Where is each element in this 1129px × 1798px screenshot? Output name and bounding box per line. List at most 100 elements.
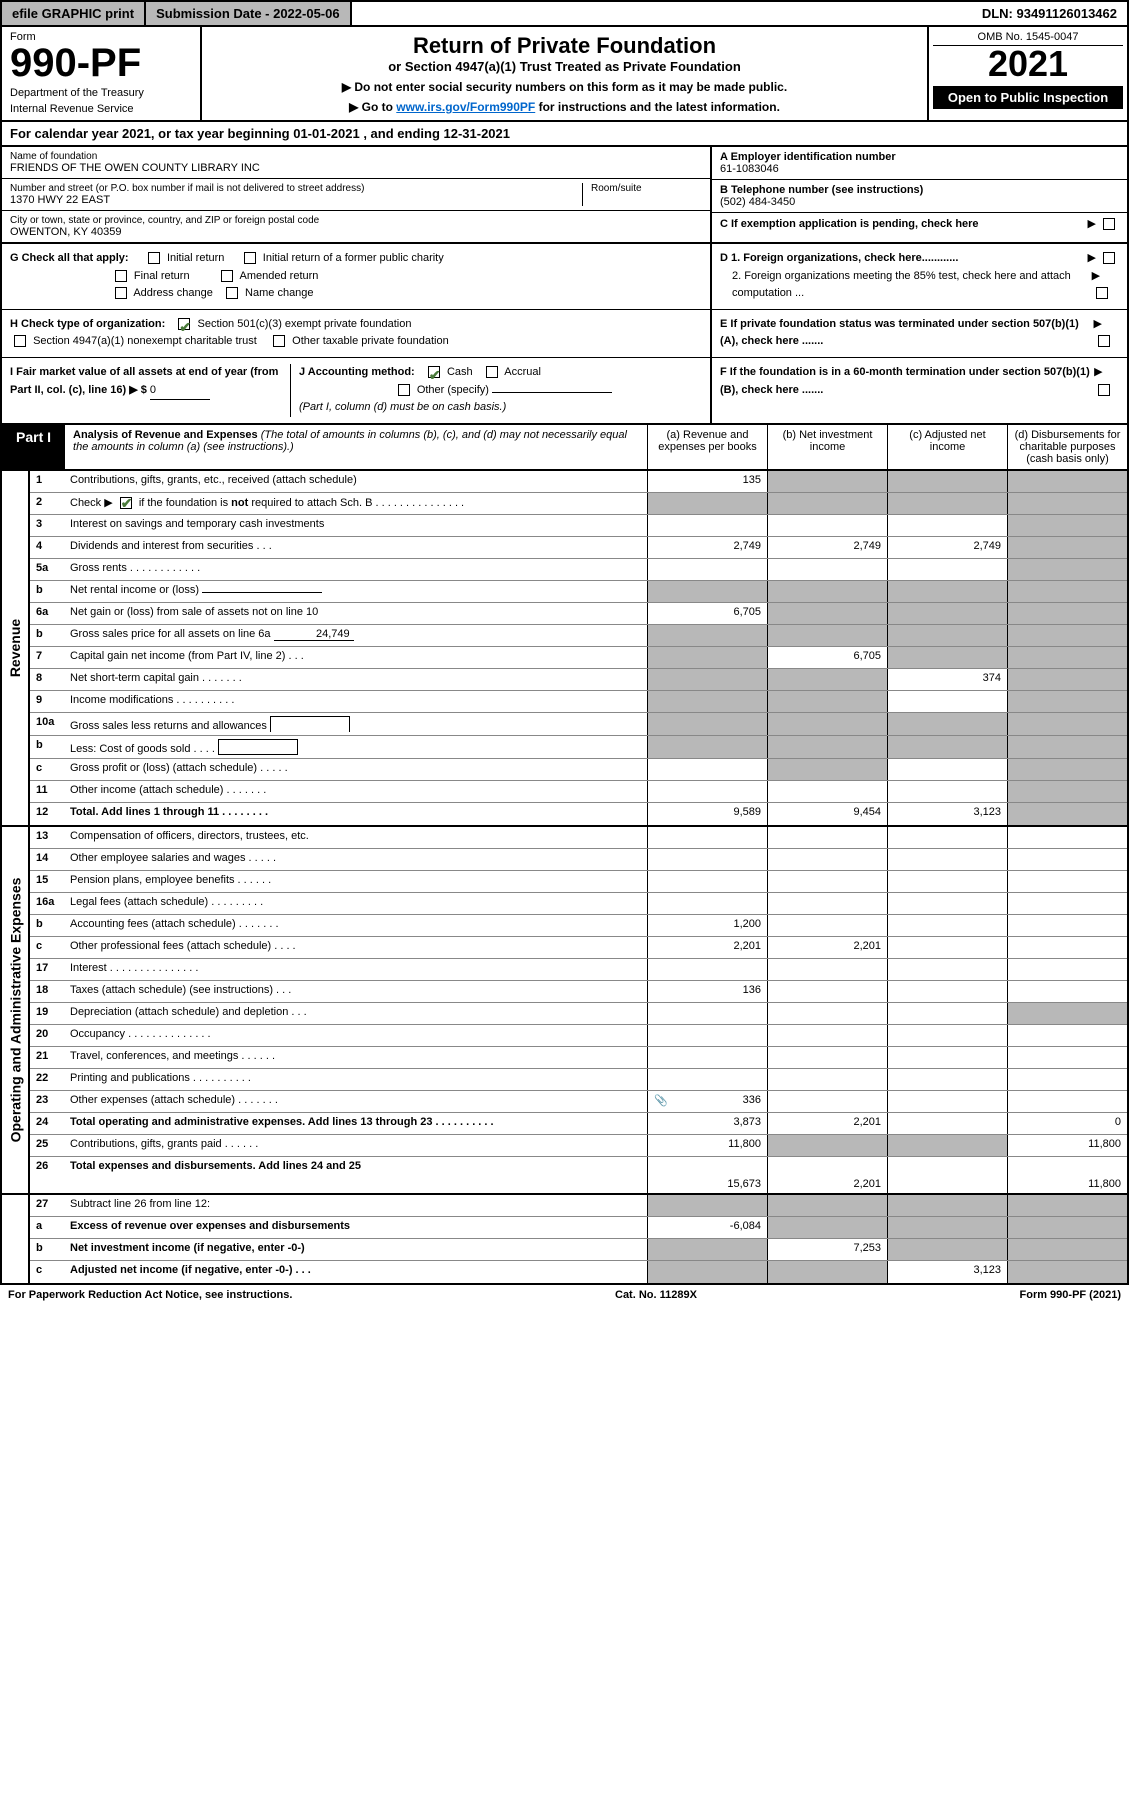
r23-a-val: 336 xyxy=(743,1094,761,1106)
irs-link[interactable]: www.irs.gov/Form990PF xyxy=(396,100,535,114)
revenue-vlabel: Revenue xyxy=(2,471,30,825)
j1-checkbox[interactable] xyxy=(428,366,440,378)
row-num: a xyxy=(30,1217,66,1238)
i-val: 0 xyxy=(150,382,210,401)
g6-checkbox[interactable] xyxy=(226,287,238,299)
row-desc: Other employee salaries and wages . . . … xyxy=(66,849,647,870)
row-num: 4 xyxy=(30,537,66,558)
efile-print[interactable]: efile GRAPHIC print xyxy=(2,2,146,25)
row-desc: Depreciation (attach schedule) and deple… xyxy=(66,1003,647,1024)
cell-d xyxy=(1007,1261,1127,1283)
cell-d xyxy=(1007,1003,1127,1024)
g1-checkbox[interactable] xyxy=(148,252,160,264)
cell-b xyxy=(767,893,887,914)
j1-label: Cash xyxy=(447,366,473,378)
cell-d: 11,800 xyxy=(1007,1135,1127,1156)
r6b-inline-val: 24,749 xyxy=(274,628,354,641)
row-23: 23 Other expenses (attach schedule) . . … xyxy=(30,1091,1127,1113)
note2-pre: ▶ Go to xyxy=(349,100,396,114)
row-desc: Gross rents . . . . . . . . . . . . xyxy=(66,559,647,580)
row-desc: Compensation of officers, directors, tru… xyxy=(66,827,647,848)
ij-row: I Fair market value of all assets at end… xyxy=(2,358,710,423)
g4-checkbox[interactable] xyxy=(221,270,233,282)
h-label: H Check type of organization: xyxy=(10,318,165,330)
g2-checkbox[interactable] xyxy=(244,252,256,264)
row-num: b xyxy=(30,581,66,602)
cell-a xyxy=(647,827,767,848)
paperclip-icon[interactable]: 📎 xyxy=(654,1094,668,1107)
h1-checkbox[interactable] xyxy=(178,318,190,330)
row-desc: Taxes (attach schedule) (see instruction… xyxy=(66,981,647,1002)
j2-label: Accrual xyxy=(504,366,541,378)
d1-label: D 1. Foreign organizations, check here..… xyxy=(720,252,958,264)
arrow-icon: ▶ xyxy=(1087,218,1095,230)
c-checkbox[interactable] xyxy=(1103,218,1115,230)
row-12: 12 Total. Add lines 1 through 11 . . . .… xyxy=(30,803,1127,825)
form-number: 990-PF xyxy=(10,43,192,83)
cell-b xyxy=(767,1195,887,1216)
cell-d xyxy=(1007,713,1127,735)
cell-c xyxy=(887,515,1007,536)
f-row: F If the foundation is in a 60-month ter… xyxy=(712,358,1127,405)
cell-a: 9,589 xyxy=(647,803,767,825)
schb-checkbox[interactable] xyxy=(120,497,132,509)
row-5b: b Net rental income or (loss) xyxy=(30,581,1127,603)
row-desc: Less: Cost of goods sold . . . . xyxy=(66,736,647,758)
cell-b xyxy=(767,1091,887,1112)
row-desc: Other income (attach schedule) . . . . .… xyxy=(66,781,647,802)
c-row: C If exemption application is pending, c… xyxy=(712,213,1127,234)
cell-b xyxy=(767,559,887,580)
cell-a xyxy=(647,581,767,602)
j2-checkbox[interactable] xyxy=(486,366,498,378)
row-18: 18 Taxes (attach schedule) (see instruct… xyxy=(30,981,1127,1003)
addr-row: Number and street (or P.O. box number if… xyxy=(2,179,710,211)
cell-d xyxy=(1007,871,1127,892)
irs-label: Internal Revenue Service xyxy=(10,103,192,115)
spacer xyxy=(352,2,972,25)
f-checkbox[interactable] xyxy=(1098,384,1110,396)
summary-vlabel xyxy=(2,1195,30,1283)
summary-table: 27 Subtract line 26 from line 12: a Exce… xyxy=(0,1195,1129,1285)
d2-checkbox[interactable] xyxy=(1096,287,1108,299)
row-desc: Printing and publications . . . . . . . … xyxy=(66,1069,647,1090)
row-15: 15 Pension plans, employee benefits . . … xyxy=(30,871,1127,893)
row-num: b xyxy=(30,736,66,758)
row-10b: b Less: Cost of goods sold . . . . xyxy=(30,736,1127,759)
row-14: 14 Other employee salaries and wages . .… xyxy=(30,849,1127,871)
checks-left: G Check all that apply: Initial return I… xyxy=(2,244,712,423)
g3-checkbox[interactable] xyxy=(115,270,127,282)
cell-d xyxy=(1007,849,1127,870)
h3-checkbox[interactable] xyxy=(273,335,285,347)
row-19: 19 Depreciation (attach schedule) and de… xyxy=(30,1003,1127,1025)
g3-label: Final return xyxy=(134,270,190,282)
header-center: Return of Private Foundation or Section … xyxy=(202,27,927,120)
cell-a: 136 xyxy=(647,981,767,1002)
cell-a xyxy=(647,1003,767,1024)
page-footer: For Paperwork Reduction Act Notice, see … xyxy=(0,1285,1129,1305)
col-c-header: (c) Adjusted net income xyxy=(887,425,1007,469)
cell-d xyxy=(1007,1091,1127,1112)
g5-checkbox[interactable] xyxy=(115,287,127,299)
cell-b xyxy=(767,1003,887,1024)
cell-a: 2,749 xyxy=(647,537,767,558)
d1-checkbox[interactable] xyxy=(1103,252,1115,264)
cell-a xyxy=(647,515,767,536)
j3-checkbox[interactable] xyxy=(398,384,410,396)
row-num: 21 xyxy=(30,1047,66,1068)
row-num: 16a xyxy=(30,893,66,914)
cell-b xyxy=(767,669,887,690)
row-9: 9 Income modifications . . . . . . . . .… xyxy=(30,691,1127,713)
r2-dots: . . . . . . . . . . . . . . . xyxy=(372,497,464,509)
g-label: G Check all that apply: xyxy=(10,252,129,264)
r10b-box xyxy=(218,739,298,755)
calendar-year: For calendar year 2021, or tax year begi… xyxy=(0,122,1129,147)
cell-c xyxy=(887,736,1007,758)
e-checkbox[interactable] xyxy=(1098,335,1110,347)
cell-b: 7,253 xyxy=(767,1239,887,1260)
dln: DLN: 93491126013462 xyxy=(972,2,1127,25)
h2-checkbox[interactable] xyxy=(14,335,26,347)
cell-d xyxy=(1007,959,1127,980)
cell-a: 1,200 xyxy=(647,915,767,936)
expenses-text: Operating and Administrative Expenses xyxy=(7,877,23,1142)
cell-c xyxy=(887,1003,1007,1024)
